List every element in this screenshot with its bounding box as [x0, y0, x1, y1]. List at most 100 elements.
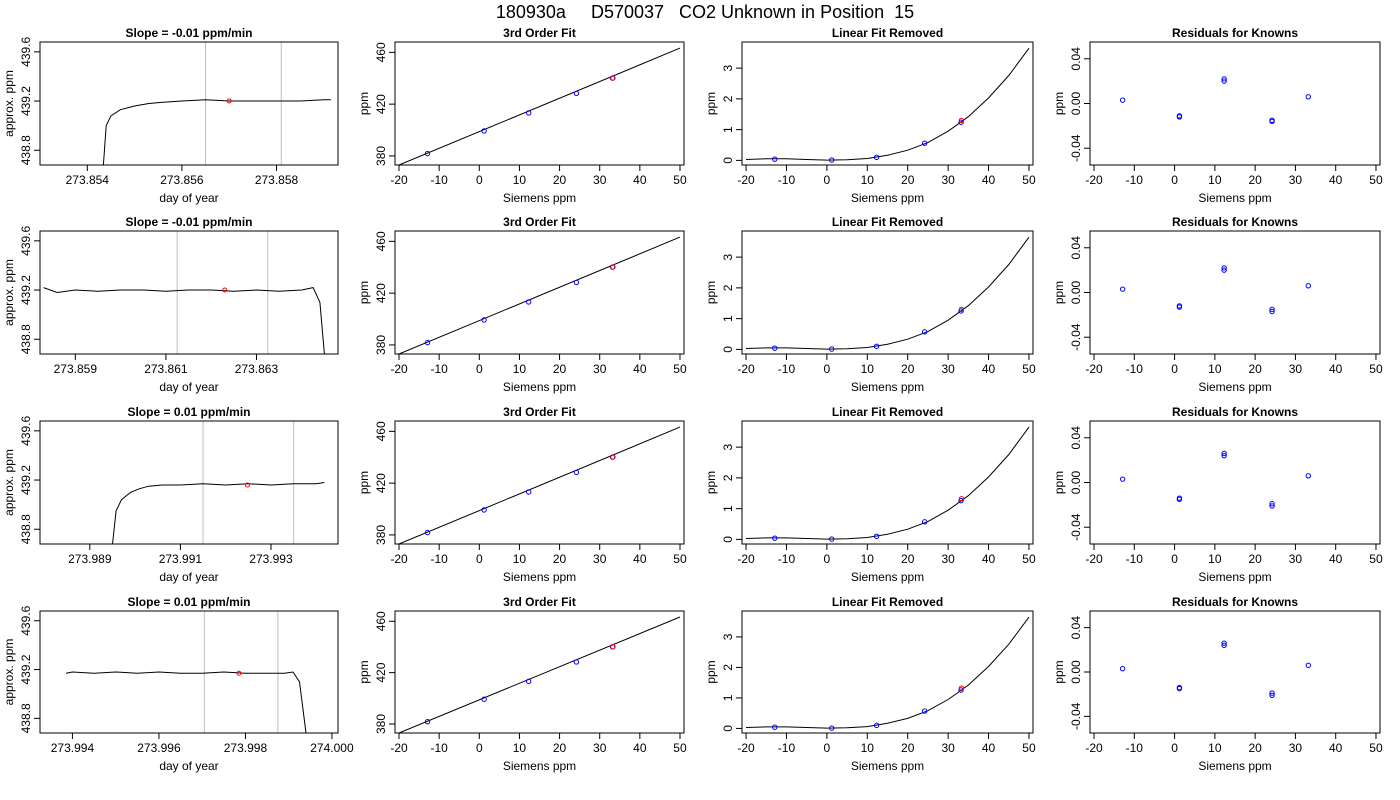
known-point: [573, 279, 580, 286]
x-tick-label: -20: [737, 552, 755, 566]
y-tick-label: 0.00: [1069, 280, 1083, 304]
x-tick-label: 20: [1248, 741, 1262, 755]
x-tick-label: -20: [390, 362, 408, 376]
x-tick-label: 40: [982, 173, 996, 187]
known-point: [921, 519, 928, 525]
known-point: [1176, 685, 1183, 692]
x-axis-label: Siemens ppm: [1198, 759, 1271, 773]
y-tick-label: 0.00: [1069, 660, 1083, 684]
panel-r1-c1: Slope = -0.01 ppm/min 273.854 273.856 273.8…: [2, 26, 339, 205]
panel-r4-c3: Linear Fit Removed -20 -10 0 10 20 30 40 50 0 1 2 3 S…: [704, 595, 1036, 773]
x-tick-label: 40: [982, 741, 996, 755]
x-tick-label: 273.994: [51, 741, 95, 755]
panel-r3-c3: Linear Fit Removed -20 -10 0 10 20 30 40 50 0 1 2 3 S…: [704, 405, 1036, 584]
panel-title: Residuals for Knowns: [1172, 595, 1298, 609]
series-line: [745, 616, 1030, 729]
known-point: [1269, 503, 1275, 509]
panel-title: 3rd Order Fit: [503, 595, 576, 609]
y-axis-label: ppm: [704, 92, 718, 115]
known-point: [829, 536, 835, 542]
x-tick-label: 50: [1022, 173, 1036, 187]
x-tick-label: 50: [1369, 552, 1383, 566]
x-tick-label: -10: [778, 362, 796, 376]
x-tick-label: 40: [1329, 741, 1343, 755]
y-tick-label: 380: [374, 525, 388, 545]
known-point: [573, 659, 580, 665]
y-tick-label: 1: [721, 505, 735, 512]
x-tick-label: -10: [430, 173, 448, 187]
panel-title: Linear Fit Removed: [832, 595, 943, 609]
y-tick-label: 439.6: [19, 605, 33, 635]
plot-area: [398, 616, 681, 733]
y-tick-label: 0.00: [1069, 91, 1083, 115]
y-tick-label: 0.04: [1069, 426, 1083, 450]
x-tick-label: 30: [593, 741, 607, 755]
x-axis-label: Siemens ppm: [1198, 191, 1271, 205]
panel-r2-c3: Linear Fit Removed -20 -10 0 10 20 30 40 50 0 1 2 3 S…: [704, 215, 1036, 394]
x-tick-label: 0: [476, 173, 483, 187]
unknown-point: [610, 454, 616, 460]
known-point: [1269, 308, 1275, 315]
y-tick-label: 0.04: [1069, 616, 1083, 640]
plot-frame: [1089, 41, 1381, 166]
known-point: [424, 529, 431, 536]
y-tick-label: 1: [721, 694, 735, 701]
x-tick-label: -10: [778, 552, 796, 566]
known-point: [1269, 501, 1275, 507]
x-tick-label: 20: [901, 552, 915, 566]
y-tick-label: 460: [374, 42, 388, 62]
series-line: [398, 236, 681, 354]
known-point: [1176, 113, 1183, 119]
panel-r3-c1: Slope = 0.01 ppm/min 273.989 273.991 273.99…: [2, 405, 339, 584]
known-point: [481, 696, 487, 702]
x-tick-label: 40: [633, 173, 647, 187]
known-point: [1221, 76, 1227, 82]
plot-frame: [741, 230, 1034, 355]
y-tick-label: 0.04: [1069, 236, 1083, 260]
x-tick-label: 40: [982, 552, 996, 566]
y-tick-label: -0.04: [1069, 702, 1083, 730]
x-tick-label: -20: [1085, 362, 1103, 376]
x-tick-label: -10: [430, 741, 448, 755]
x-tick-label: 30: [593, 552, 607, 566]
x-tick-label: 30: [593, 173, 607, 187]
known-point: [1269, 690, 1275, 696]
x-tick-label: 0: [824, 552, 831, 566]
known-point: [1269, 692, 1275, 698]
known-point: [1305, 283, 1312, 289]
x-tick-label: 10: [861, 741, 875, 755]
panel-title: 3rd Order Fit: [503, 26, 576, 40]
x-tick-label: 40: [1329, 552, 1343, 566]
plot-area: [1119, 450, 1312, 509]
x-tick-label: 30: [941, 741, 955, 755]
y-tick-label: -0.04: [1069, 513, 1083, 541]
plot-area: [1119, 265, 1312, 315]
y-tick-label: 0: [721, 536, 735, 543]
panel-r2-c1: Slope = -0.01 ppm/min 273.859 273.861 273.8…: [2, 215, 339, 394]
panel-title: 3rd Order Fit: [503, 215, 576, 229]
known-point: [873, 533, 880, 540]
x-tick-label: 50: [1369, 173, 1383, 187]
y-axis-label: approx. ppm: [2, 449, 16, 516]
y-tick-label: 439.2: [19, 654, 33, 684]
series-line: [102, 99, 331, 165]
y-tick-label: 439.2: [19, 465, 33, 495]
x-tick-label: 10: [1208, 173, 1222, 187]
known-point: [921, 329, 928, 335]
known-point: [1221, 640, 1227, 646]
y-tick-label: 380: [374, 146, 388, 166]
panel-title: Slope = -0.01 ppm/min: [125, 215, 252, 229]
series-line: [112, 482, 325, 544]
panel-r1-c3: Linear Fit Removed -20 -10 0 10 20 30 40 50 0 1 2 3 S…: [704, 26, 1036, 205]
panel-r1-c4: Residuals for Knowns -20 -10 0 10 20 30 40 50 -0.…: [1052, 26, 1383, 205]
y-tick-label: 420: [374, 473, 388, 493]
x-tick-label: 40: [1329, 173, 1343, 187]
y-axis-label: ppm: [704, 281, 718, 304]
x-tick-label: 273.996: [137, 741, 181, 755]
y-tick-label: 438.8: [19, 135, 33, 165]
y-tick-label: 460: [374, 421, 388, 441]
x-tick-label: 10: [513, 173, 527, 187]
known-point: [772, 156, 778, 162]
y-tick-label: 3: [721, 253, 735, 260]
y-axis-label: ppm: [704, 471, 718, 494]
